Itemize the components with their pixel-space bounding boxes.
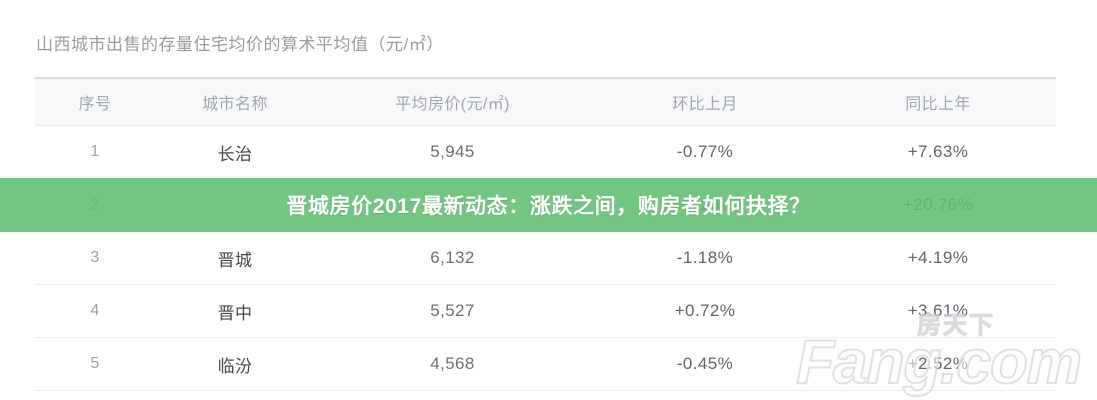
cell-city: 长治 [217,144,253,164]
cell-price: 6,132 [430,248,475,267]
cell-mom: +0.72% [674,301,736,320]
cell-mom: -0.77% [676,142,734,161]
cell-yoy: +2.52% [907,354,969,373]
column-header-price: 平均房价(元/㎡) [395,96,510,113]
cell-price: 5,527 [430,301,475,320]
cell-yoy: +3.61% [907,301,969,320]
cell-price: 5,945 [430,142,475,161]
cell-city: 晋城 [217,250,253,270]
column-header-yoy: 同比上年 [905,96,971,113]
cell-index: 1 [90,143,100,160]
table-header-row: 序号 城市名称 平均房价(元/㎡) 环比上月 同比上年 [35,79,1056,126]
page-title: 山西城市出售的存量住宅均价的算术平均值（元/㎡） [36,35,444,54]
table-row: 4 晋中 5,527 +0.72% +3.61% [35,285,1056,338]
article-headline-banner: 晋城房价2017最新动态：涨跌之间，购房者如何抉择？ [0,178,1097,232]
cell-city: 晋中 [217,303,253,323]
article-headline-text: 晋城房价2017最新动态：涨跌之间，购房者如何抉择？ [286,195,811,218]
cell-city: 临汾 [217,356,253,376]
price-table: 序号 城市名称 平均房价(元/㎡) 环比上月 同比上年 1 长治 5,945 -… [35,77,1056,391]
cell-mom: -1.18% [676,248,734,267]
table-row: 5 临汾 4,568 -0.45% +2.52% [35,338,1056,391]
cell-mom: -0.45% [676,354,734,373]
cell-yoy: +7.63% [907,142,969,161]
cell-price: 4,568 [430,354,475,373]
table-row: 1 长治 5,945 -0.77% +7.63% [35,126,1056,179]
column-header-index: 序号 [78,96,112,113]
cell-yoy: +4.19% [907,248,969,267]
column-header-mom: 环比上月 [672,96,738,113]
cell-index: 3 [90,249,100,266]
column-header-city: 城市名称 [202,96,268,113]
cell-index: 4 [90,302,100,319]
table-row: 3 晋城 6,132 -1.18% +4.19% [35,232,1056,285]
cell-index: 5 [90,355,100,372]
